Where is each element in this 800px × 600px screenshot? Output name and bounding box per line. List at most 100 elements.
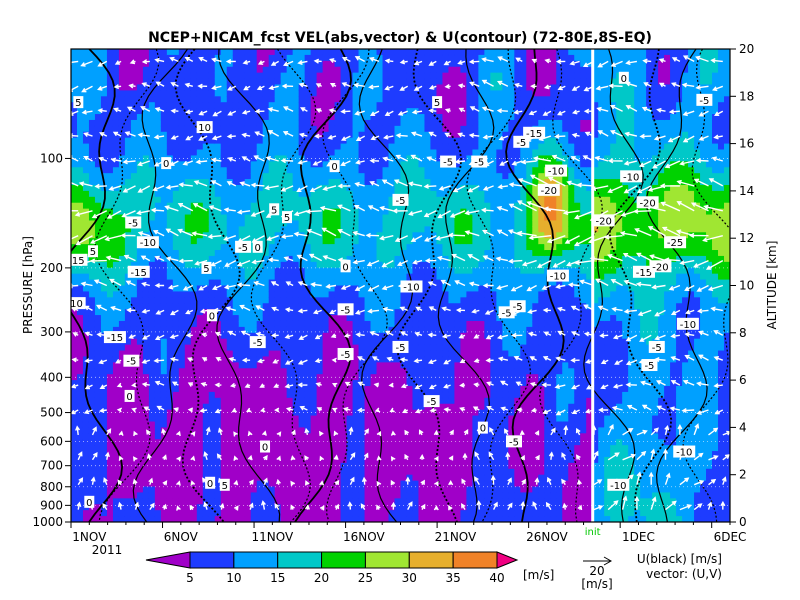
speed-cell (166, 84, 174, 91)
speed-cell (316, 179, 324, 186)
speed-cell (232, 214, 240, 222)
speed-cell (436, 516, 444, 522)
speed-cell (118, 66, 126, 74)
speed-cell (94, 137, 102, 145)
speed-cell (406, 309, 414, 316)
speed-cell (244, 374, 252, 381)
speed-cell (172, 250, 180, 257)
speed-cell (100, 397, 108, 405)
speed-cell (184, 143, 192, 151)
speed-cell (352, 391, 360, 399)
speed-cell (100, 161, 108, 168)
speed-cell (160, 114, 168, 121)
speed-cell (334, 415, 342, 423)
speed-cell (322, 190, 330, 198)
speed-cell (94, 267, 102, 275)
speed-cell (124, 468, 132, 476)
speed-cell (256, 486, 264, 494)
speed-cell (202, 255, 210, 263)
speed-cell (166, 49, 174, 56)
speed-cell (244, 291, 252, 298)
speed-cell (196, 350, 204, 358)
speed-cell (71, 273, 78, 281)
speed-cell (76, 332, 84, 340)
speed-cell (71, 190, 78, 198)
speed-cell (244, 480, 252, 488)
speed-cell (172, 226, 180, 233)
speed-cell (268, 510, 276, 517)
speed-cell (76, 190, 84, 198)
speed-cell (130, 196, 138, 204)
speed-cell (334, 96, 342, 103)
speed-cell (436, 498, 444, 505)
speed-cell (424, 250, 432, 257)
speed-cell (76, 66, 84, 74)
speed-cell (358, 143, 366, 151)
speed-cell (106, 49, 114, 56)
speed-cell (238, 131, 246, 139)
speed-cell (166, 131, 174, 139)
speed-cell (130, 427, 138, 434)
speed-cell (208, 486, 216, 494)
speed-cell (154, 90, 162, 97)
speed-cell (148, 78, 156, 86)
speed-cell (304, 179, 312, 186)
speed-cell (148, 309, 156, 316)
speed-cell (148, 114, 156, 121)
speed-cell (316, 344, 324, 352)
speed-cell (298, 320, 306, 328)
speed-cell (412, 250, 420, 257)
speed-cell (154, 344, 162, 352)
speed-cell (196, 492, 204, 499)
speed-cell (100, 143, 108, 151)
speed-cell (82, 350, 90, 358)
speed-cell (166, 309, 174, 316)
speed-cell (106, 220, 114, 227)
speed-cell (178, 90, 186, 97)
speed-cell (130, 143, 138, 151)
speed-cell (340, 462, 348, 470)
speed-cell (256, 250, 264, 257)
speed-cell (322, 149, 330, 157)
speed-cell (148, 167, 156, 174)
speed-cell (322, 78, 330, 86)
speed-cell (310, 167, 318, 174)
speed-cell (346, 462, 354, 470)
speed-cell (430, 510, 438, 517)
speed-cell (382, 125, 390, 133)
speed-cell (298, 96, 306, 103)
speed-cell (190, 244, 198, 251)
speed-cell (292, 332, 300, 340)
speed-cell (406, 356, 414, 363)
speed-cell (256, 409, 264, 417)
speed-cell (316, 78, 324, 86)
speed-cell (208, 149, 216, 157)
speed-cell (238, 255, 246, 263)
speed-cell (148, 66, 156, 74)
speed-cell (160, 208, 168, 216)
speed-cell (172, 102, 180, 109)
speed-cell (274, 244, 282, 251)
speed-cell (76, 208, 84, 216)
speed-cell (142, 492, 150, 499)
speed-cell (316, 309, 324, 316)
speed-cell (412, 344, 420, 352)
speed-cell (250, 309, 258, 316)
speed-cell (376, 54, 384, 62)
speed-cell (226, 291, 234, 298)
speed-cell (334, 238, 342, 245)
speed-cell (94, 202, 102, 210)
speed-cell (406, 391, 414, 399)
speed-cell (214, 143, 222, 151)
speed-cell (124, 285, 132, 293)
speed-cell (172, 202, 180, 210)
speed-cell (268, 480, 276, 488)
speed-cell (376, 125, 384, 133)
speed-cell (424, 468, 432, 476)
speed-cell (160, 60, 168, 68)
speed-cell (136, 504, 144, 511)
speed-cell (304, 291, 312, 298)
speed-cell (256, 350, 264, 358)
speed-cell (412, 214, 420, 222)
speed-cell (388, 516, 396, 522)
